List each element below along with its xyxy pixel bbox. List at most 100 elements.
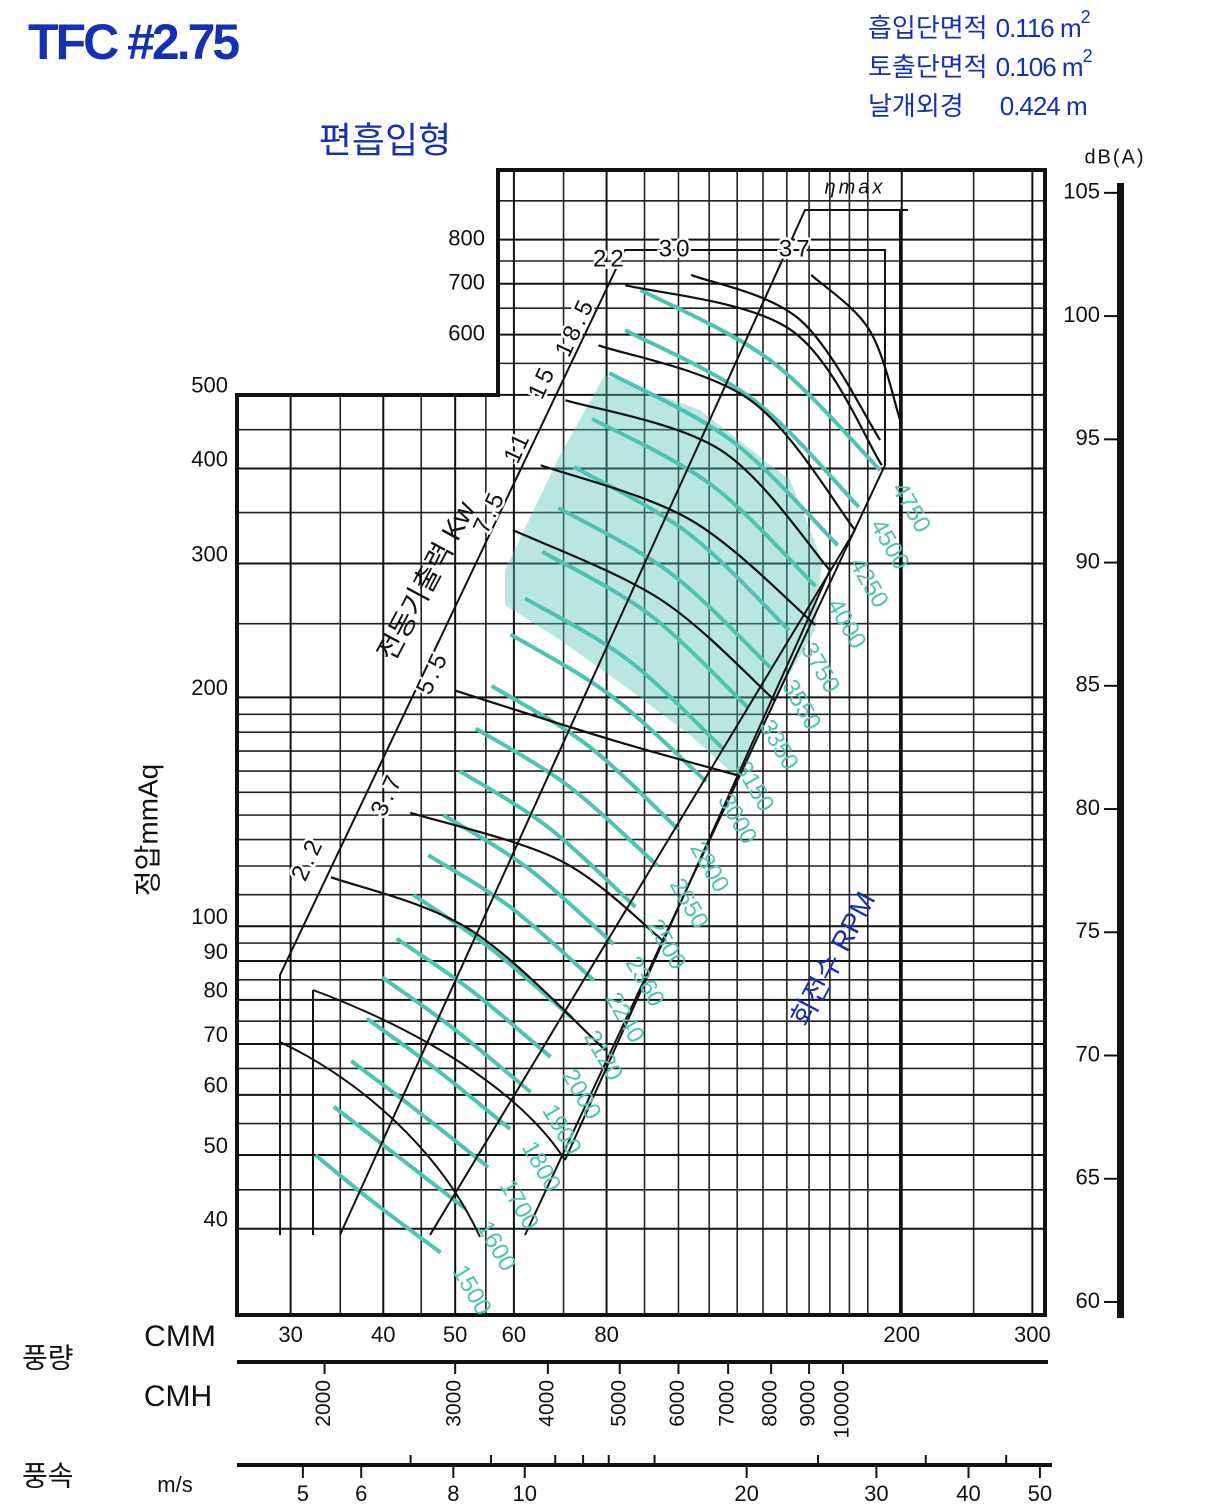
velocity-tick-label: 40 <box>956 1481 980 1506</box>
rpm-curve <box>412 893 574 1020</box>
cmh-tick-label: 6000 <box>666 1380 689 1427</box>
power-curve <box>598 344 856 531</box>
y-tick-label: 800 <box>448 225 485 250</box>
selection-envelope <box>279 249 886 1236</box>
power-label: 18.5 <box>550 293 601 361</box>
power-axis-label: 전동기출력 Kw <box>371 496 481 666</box>
rpm-curve <box>474 726 660 868</box>
spec-label: 흡입단면적 <box>868 13 988 43</box>
power-label: 3.7 <box>365 768 409 821</box>
spec-sup: 2 <box>1083 46 1093 66</box>
efficiency-zone <box>505 375 822 780</box>
x-tick-label: 80 <box>594 1322 618 1347</box>
power-curve <box>330 876 607 1051</box>
velocity-axis-unit: m/s <box>157 1472 192 1497</box>
subtitle: 편흡입형 <box>319 120 451 161</box>
velocity-tick-label: 30 <box>864 1481 888 1506</box>
x-tick-label: 50 <box>443 1322 467 1347</box>
rpm-curve <box>639 288 882 472</box>
rpm-curve <box>395 937 552 1059</box>
power-curve <box>409 811 664 942</box>
cmh-tick-label: 10000 <box>831 1380 854 1438</box>
power-curve <box>690 273 882 441</box>
y-tick-label: 300 <box>191 541 228 566</box>
x-tick-label: 200 <box>883 1322 920 1347</box>
db-tick-label: 65 <box>1076 1165 1100 1190</box>
power-label: 22 <box>593 246 628 273</box>
system-line <box>564 569 831 1161</box>
grid <box>237 170 1045 1315</box>
y-tick-label: 60 <box>204 1073 228 1098</box>
cmh-axis-unit: CMH <box>144 1380 212 1413</box>
y-tick-label: 90 <box>204 939 228 964</box>
rpm-curve <box>523 596 725 751</box>
db-tick-label: 75 <box>1076 918 1100 943</box>
power-curve <box>455 689 738 777</box>
cmh-tick-label: 9000 <box>797 1380 820 1427</box>
y-tick-label: 40 <box>204 1207 228 1232</box>
x-tick-label: 300 <box>1014 1322 1051 1347</box>
db-tick-label: 70 <box>1076 1041 1100 1066</box>
power-curve <box>810 274 902 421</box>
y-tick-label: 100 <box>191 904 228 929</box>
power-curve <box>540 464 817 626</box>
spec-sup: 2 <box>1081 7 1091 27</box>
cmh-tick-label: 3000 <box>443 1380 466 1427</box>
db-tick-label: 85 <box>1076 672 1100 697</box>
db-tick-label: 90 <box>1076 548 1100 573</box>
velocity-tick-label: 6 <box>355 1481 367 1506</box>
power-curves <box>330 273 902 1051</box>
y-tick-label: 700 <box>448 270 485 295</box>
db-tick-label: 60 <box>1076 1288 1100 1313</box>
rpm-curve <box>381 975 532 1094</box>
velocity-axis-label: 풍속 <box>22 1460 74 1491</box>
power-curve-unlabeled <box>279 1041 481 1238</box>
y-tick-label: 200 <box>191 675 228 700</box>
velocity-tick-label: 20 <box>734 1481 758 1506</box>
eta-max-label: ηmax <box>825 176 886 198</box>
spec: 토출단면적 0.106 m2 <box>868 46 1093 82</box>
power-curve <box>565 399 831 571</box>
y-tick-label: 50 <box>204 1133 228 1158</box>
x-tick-label: 40 <box>371 1322 395 1347</box>
cmh-tick-label: 7000 <box>716 1380 739 1427</box>
db-tick-label: 95 <box>1076 425 1100 450</box>
system-line <box>429 529 856 1236</box>
y-tick-label: 500 <box>191 373 228 398</box>
velocity-tick-label: 8 <box>447 1481 459 1506</box>
rpm-axis-label: 회전수 RPM <box>785 887 882 1032</box>
power-label: 30 <box>659 235 694 262</box>
rpm-curve <box>572 465 791 632</box>
velocity-tick-label: 5 <box>297 1481 309 1506</box>
plot-frame <box>235 168 1047 1317</box>
axes: 30 40 50 60 80 200 300 40 50 60 70 80 90 100 200 300 400… <box>191 179 1124 1506</box>
db-tick-label: 100 <box>1063 302 1100 327</box>
power-curve <box>512 529 776 702</box>
x-axis-unit: CMM <box>144 1320 216 1353</box>
cmh-tick-label: 8000 <box>759 1380 782 1427</box>
spec: 흡입단면적 0.116 m2 <box>868 7 1091 43</box>
x-tick-label: 60 <box>502 1322 526 1347</box>
power-curve <box>625 284 883 466</box>
y-axis-label: 정압mmAq <box>132 764 163 896</box>
spec-label: 날개외경 <box>868 91 964 121</box>
y-tick-label: 600 <box>448 320 485 345</box>
rpm-curve <box>332 1105 467 1211</box>
spec: 날개외경 0.424 m <box>868 91 1087 121</box>
rpm-label: 1500 <box>447 1260 497 1320</box>
x-tick-label: 30 <box>278 1322 302 1347</box>
cmh-tick-label: 4000 <box>535 1380 558 1427</box>
db-tick-label: 105 <box>1063 179 1100 204</box>
velocity-tick-label: 50 <box>1028 1481 1052 1506</box>
eta-max-line <box>339 209 908 1236</box>
power-label: 37 <box>779 235 814 262</box>
rpm-curve <box>365 1016 512 1131</box>
rpm-curve <box>608 371 840 547</box>
y-tick-label: 70 <box>204 1022 228 1047</box>
rpm-label: 3350 <box>754 715 804 775</box>
rpm-curve <box>490 684 680 832</box>
power-label: 11 <box>498 426 536 467</box>
